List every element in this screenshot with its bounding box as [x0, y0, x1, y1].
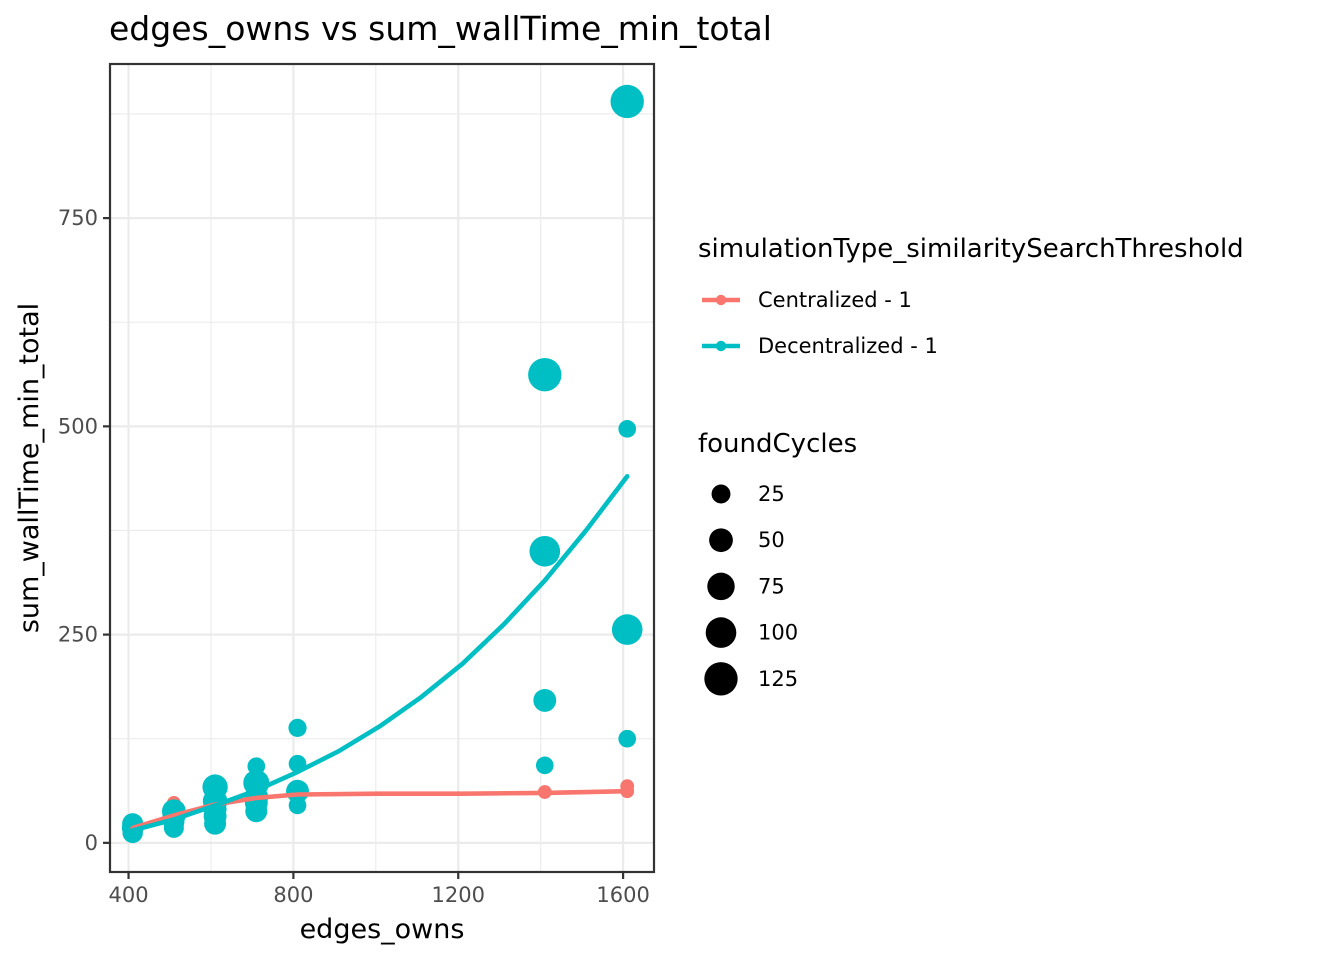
y-tick-label: 0 — [85, 831, 98, 855]
major-gridlines — [110, 64, 654, 872]
panel-border — [108, 62, 656, 874]
trend-lines — [130, 474, 630, 833]
x-tick-label: 800 — [273, 883, 313, 907]
size-legend-dot — [709, 528, 733, 553]
legend-dot-centralized-1 — [715, 294, 727, 306]
size-legend-label: 100 — [758, 621, 798, 645]
x-axis: 400 800 1200 1600 — [108, 872, 650, 907]
y-tick-label: 750 — [58, 206, 98, 230]
data-point-decentralized-1 — [529, 535, 561, 567]
data-point-decentralized-1 — [245, 800, 268, 823]
data-point-decentralized-1 — [611, 614, 643, 645]
data-point-decentralized-1 — [528, 358, 562, 392]
size-legend-label: 50 — [758, 528, 785, 552]
plot-panel — [108, 62, 656, 874]
x-tick-label: 1600 — [596, 883, 649, 907]
trend-line-centralized-1 — [130, 788, 630, 831]
size-legend-dot — [711, 484, 731, 504]
x-tick-label: 400 — [108, 883, 148, 907]
chart-title: edges_owns vs sum_wallTime_min_total — [109, 9, 772, 48]
x-tick-label: 1200 — [432, 883, 485, 907]
data-point-decentralized-1 — [610, 84, 644, 119]
legend-label-decentralized-1: Decentralized - 1 — [758, 334, 938, 358]
size-legend-dot — [704, 662, 738, 696]
color-legend-keys: Centralized - 1 Decentralized - 1 — [702, 288, 938, 358]
size-legend-keys: 25 50 75 100 125 — [704, 482, 798, 696]
legend-label-centralized-1: Centralized - 1 — [758, 288, 912, 312]
data-point-decentralized-1 — [533, 688, 557, 712]
data-point-decentralized-1 — [288, 718, 307, 737]
data-point-decentralized-1 — [618, 420, 637, 438]
legend-dot-decentralized-1 — [715, 340, 727, 352]
data-point-decentralized-1 — [247, 757, 266, 776]
data-point-decentralized-1 — [535, 756, 554, 775]
size-legend-dot — [705, 617, 737, 648]
size-legend-label: 25 — [758, 482, 785, 506]
data-point-decentralized-1 — [288, 796, 307, 815]
size-legend-label: 75 — [758, 574, 785, 598]
size-legend-dot — [707, 572, 735, 601]
y-axis-title: sum_wallTime_min_total — [14, 303, 45, 633]
size-legend-label: 125 — [758, 667, 798, 691]
trend-line-decentralized-1 — [130, 474, 630, 833]
y-tick-label: 250 — [58, 623, 98, 647]
y-tick-label: 500 — [58, 414, 98, 438]
y-axis: 0 250 500 750 — [58, 206, 110, 855]
data-point-decentralized-1 — [618, 729, 637, 748]
x-axis-title: edges_owns — [300, 914, 465, 945]
size-legend-title: foundCycles — [698, 429, 857, 459]
color-legend-title: simulationType_similaritySearchThreshold — [698, 234, 1244, 264]
data-point-decentralized-1 — [204, 812, 227, 835]
legend: simulationType_similaritySearchThreshold… — [698, 234, 1244, 696]
minor-gridlines — [110, 64, 654, 872]
panel-background — [110, 64, 654, 872]
